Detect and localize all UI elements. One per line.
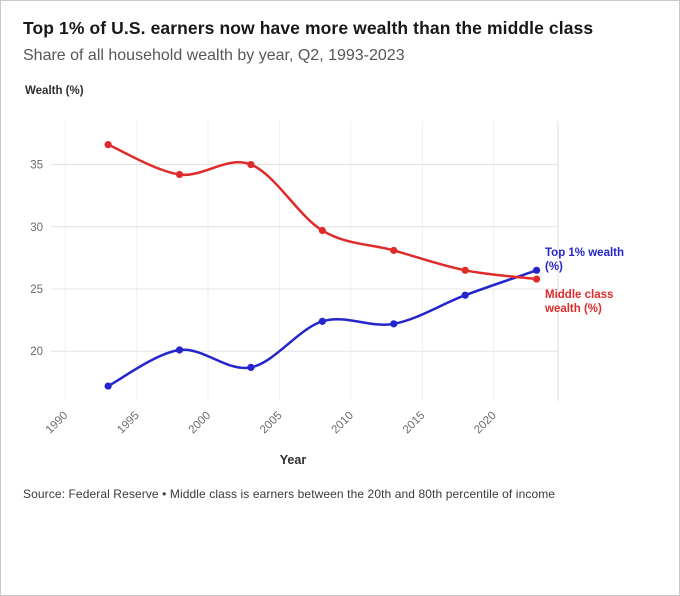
y-tick-label: 25: [30, 284, 43, 296]
x-tick-label: 2015: [401, 410, 428, 437]
data-point-marker-series-0: [175, 346, 184, 354]
y-tick-label: 20: [30, 346, 43, 358]
data-point-marker-series-1: [175, 171, 184, 179]
chart-subtitle: Share of all household wealth by year, Q…: [23, 47, 405, 65]
data-point-marker-series-1: [390, 246, 398, 255]
x-tick-label: 2005: [258, 410, 285, 437]
x-tick-label: 1990: [44, 410, 71, 437]
y-axis-title: Wealth (%): [25, 85, 84, 98]
data-point-marker-series-0: [104, 382, 112, 390]
x-tick-label: 1995: [115, 410, 142, 437]
chart-area: 20 25 30 35 1990 1995 2000 2005 2010 2015 2020 Top…: [23, 101, 659, 453]
wealth-chart-svg: 20 25 30 35 1990 1995 2000 2005 2010 2015 2020: [30, 121, 559, 437]
data-point-marker-series-0: [461, 291, 469, 299]
source-note: Source: Federal Reserve • Middle class i…: [23, 487, 556, 502]
legend-top1-wealth: Top 1% wealth (%): [545, 247, 625, 273]
x-tick-label: 2020: [472, 410, 499, 437]
data-point-marker-series-0: [390, 320, 398, 328]
y-tick-label: 30: [30, 222, 43, 234]
data-point-marker-series-1: [247, 161, 255, 169]
y-tick-label: 35: [30, 160, 43, 172]
x-tick-label: 2000: [187, 410, 214, 437]
x-tick-label: 2010: [329, 410, 356, 437]
x-axis-title: Year: [279, 453, 307, 468]
data-point-marker-series-0: [532, 266, 541, 275]
data-point-marker-series-0: [247, 363, 255, 372]
data-point-marker-series-0: [318, 317, 326, 326]
chart-title: Top 1% of U.S. earners now have more wea…: [23, 18, 594, 38]
series-line-0: [106, 269, 538, 388]
data-point-marker-series-1: [318, 227, 326, 235]
data-point-marker-series-1: [461, 266, 469, 275]
data-point-marker-series-1: [532, 275, 541, 283]
legend-middle-class-wealth: Middle class wealth (%): [545, 289, 614, 315]
data-point-marker-series-1: [104, 141, 112, 149]
